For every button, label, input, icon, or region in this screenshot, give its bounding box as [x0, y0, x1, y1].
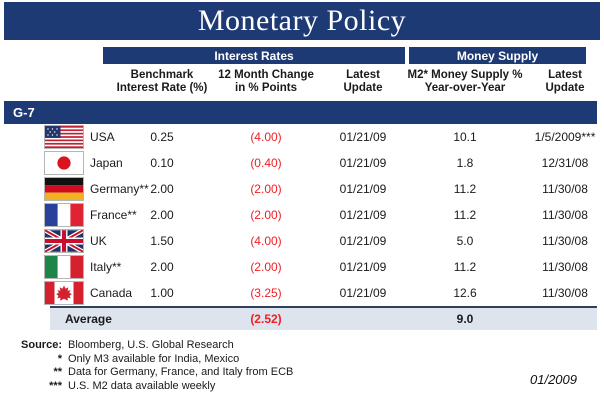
footnote-text: Only M3 available for India, Mexico — [68, 352, 240, 365]
table-row: USA 0.25 (4.00) 01/21/09 10.1 1/5/2009*** — [4, 124, 597, 150]
average-m2-value: 9.0 — [456, 312, 474, 326]
m2-value: 12.6 — [453, 286, 477, 300]
rate-update-value: 01/21/09 — [339, 286, 387, 300]
footnote-text: U.S. M2 data available weekly — [68, 379, 216, 392]
column-header-line: Update — [545, 82, 585, 94]
rate-change-value: (3.25) — [250, 286, 282, 300]
m2-value: 11.2 — [453, 260, 477, 274]
rate-update-value: 01/21/09 — [339, 182, 387, 196]
column-header-line: Update — [343, 82, 383, 94]
m2-update-value: 11/30/08 — [542, 260, 588, 274]
m2-value: 11.2 — [453, 208, 477, 222]
table-row: Japan 0.10 (0.40) 01/21/09 1.8 12/31/08 — [4, 150, 597, 176]
m2-update-value: 1/5/2009*** — [534, 130, 596, 144]
average-row: Average (2.52) 9.0 — [50, 306, 597, 330]
country-name: UK — [90, 234, 107, 248]
flag-cell — [4, 229, 90, 253]
benchmark-rate-value: 2.00 — [150, 208, 174, 222]
m2-value: 10.1 — [453, 130, 477, 144]
section-interest-rates: Interest Rates — [103, 47, 405, 64]
table-body: USA 0.25 (4.00) 01/21/09 10.1 1/5/2009*** Jap… — [0, 124, 604, 306]
m2-update-value: 12/31/08 — [541, 156, 589, 170]
rate-update-value: 01/21/09 — [339, 260, 387, 274]
flag-cell — [4, 255, 90, 279]
page-title: Monetary Policy — [4, 2, 600, 40]
country-name: Japan — [90, 156, 123, 170]
section-money-supply: Money Supply — [409, 47, 586, 64]
flag-cell — [4, 177, 90, 201]
section-header-bars: Interest Rates Money Supply — [4, 47, 604, 64]
flag-cell — [4, 203, 90, 227]
column-header-line: Benchmark — [130, 69, 194, 81]
column-header-line: 12 Month Change — [218, 69, 314, 81]
rate-change-value: (4.00) — [250, 234, 282, 248]
column-header-line: Latest — [346, 69, 380, 81]
benchmark-rate-value: 0.10 — [150, 156, 174, 170]
table-row: UK 1.50 (4.00) 01/21/09 5.0 11/30/08 — [4, 228, 597, 254]
footnote-text: Data for Germany, France, and Italy from… — [68, 366, 294, 378]
us-flag-icon — [44, 125, 84, 149]
column-header-line: Year-over-Year — [424, 82, 506, 94]
column-headers: Benchmark Interest Rate (%) 12 Month Cha… — [4, 69, 597, 95]
it-flag-icon — [44, 255, 84, 279]
column-header-12m-change: 12 Month Change in % Points — [196, 69, 336, 95]
rate-update-value: 01/21/09 — [339, 156, 387, 170]
uk-flag-icon — [44, 229, 84, 253]
benchmark-rate-value: 1.00 — [150, 286, 174, 300]
m2-value: 5.0 — [456, 234, 474, 248]
footnote-marker: * — [57, 352, 62, 365]
country-name: Canada — [90, 286, 133, 300]
rate-change-value: (2.00) — [250, 260, 282, 274]
benchmark-rate-value: 2.00 — [150, 182, 174, 196]
column-header-latest-update-m2: Latest Update — [540, 69, 590, 95]
average-rate-change-value: (2.52) — [250, 312, 282, 326]
column-header-benchmark: Benchmark Interest Rate (%) — [117, 69, 208, 95]
column-header-line: M2* Money Supply % — [407, 69, 523, 81]
average-label: Average — [65, 312, 112, 326]
rate-change-value: (2.00) — [250, 182, 282, 196]
benchmark-rate-value: 2.00 — [150, 260, 174, 274]
footnote-text: Bloomberg, U.S. Global Research — [68, 339, 234, 351]
fr-flag-icon — [44, 203, 84, 227]
m2-update-value: 11/30/08 — [542, 208, 588, 222]
m2-update-value: 11/30/08 — [542, 182, 588, 196]
footnote-marker: Source: — [21, 339, 62, 351]
date-stamp: 01/2009 — [530, 372, 577, 387]
column-header-line: Latest — [548, 69, 582, 81]
ca-flag-icon — [44, 281, 84, 305]
m2-value: 1.8 — [456, 156, 474, 170]
footnotes: Source: Bloomberg, U.S. Global Research … — [0, 339, 604, 393]
m2-update-value: 11/30/08 — [542, 234, 588, 248]
flag-cell — [4, 151, 90, 175]
column-header-latest-update-rates: Latest Update — [336, 69, 390, 95]
rate-change-value: (0.40) — [250, 156, 282, 170]
rate-change-value: (2.00) — [250, 208, 282, 222]
table-row: Italy** 2.00 (2.00) 01/21/09 11.2 11/30/08 — [4, 254, 597, 280]
column-header-line: Interest Rate (%) — [116, 82, 208, 94]
footnote-marker: ** — [53, 366, 62, 378]
m2-value: 11.2 — [453, 182, 477, 196]
table-row: France** 2.00 (2.00) 01/21/09 11.2 11/30/08 — [4, 202, 597, 228]
jp-flag-icon — [44, 151, 84, 175]
m2-update-value: 11/30/08 — [542, 286, 588, 300]
rate-update-value: 01/21/09 — [339, 234, 387, 248]
footnote-marker: *** — [49, 379, 62, 392]
column-header-line: in % Points — [235, 82, 297, 94]
rate-update-value: 01/21/09 — [339, 130, 387, 144]
group-header-g7: G-7 — [4, 101, 597, 124]
country-name: France** — [90, 208, 137, 222]
table-row: Canada 1.00 (3.25) 01/21/09 12.6 11/30/08 — [4, 280, 597, 306]
country-name: USA — [90, 130, 115, 144]
de-flag-icon — [44, 177, 84, 201]
flag-cell — [4, 125, 90, 149]
rate-change-value: (4.00) — [250, 130, 282, 144]
country-name: Germany** — [90, 182, 149, 196]
rate-update-value: 01/21/09 — [339, 208, 387, 222]
table-row: Germany** 2.00 (2.00) 01/21/09 11.2 11/30/08 — [4, 176, 597, 202]
column-header-m2-money-supply: M2* Money Supply % Year-over-Year — [390, 69, 540, 95]
country-name: Italy** — [90, 260, 122, 274]
benchmark-rate-value: 0.25 — [150, 130, 174, 144]
benchmark-rate-value: 1.50 — [150, 234, 174, 248]
flag-cell — [4, 281, 90, 305]
